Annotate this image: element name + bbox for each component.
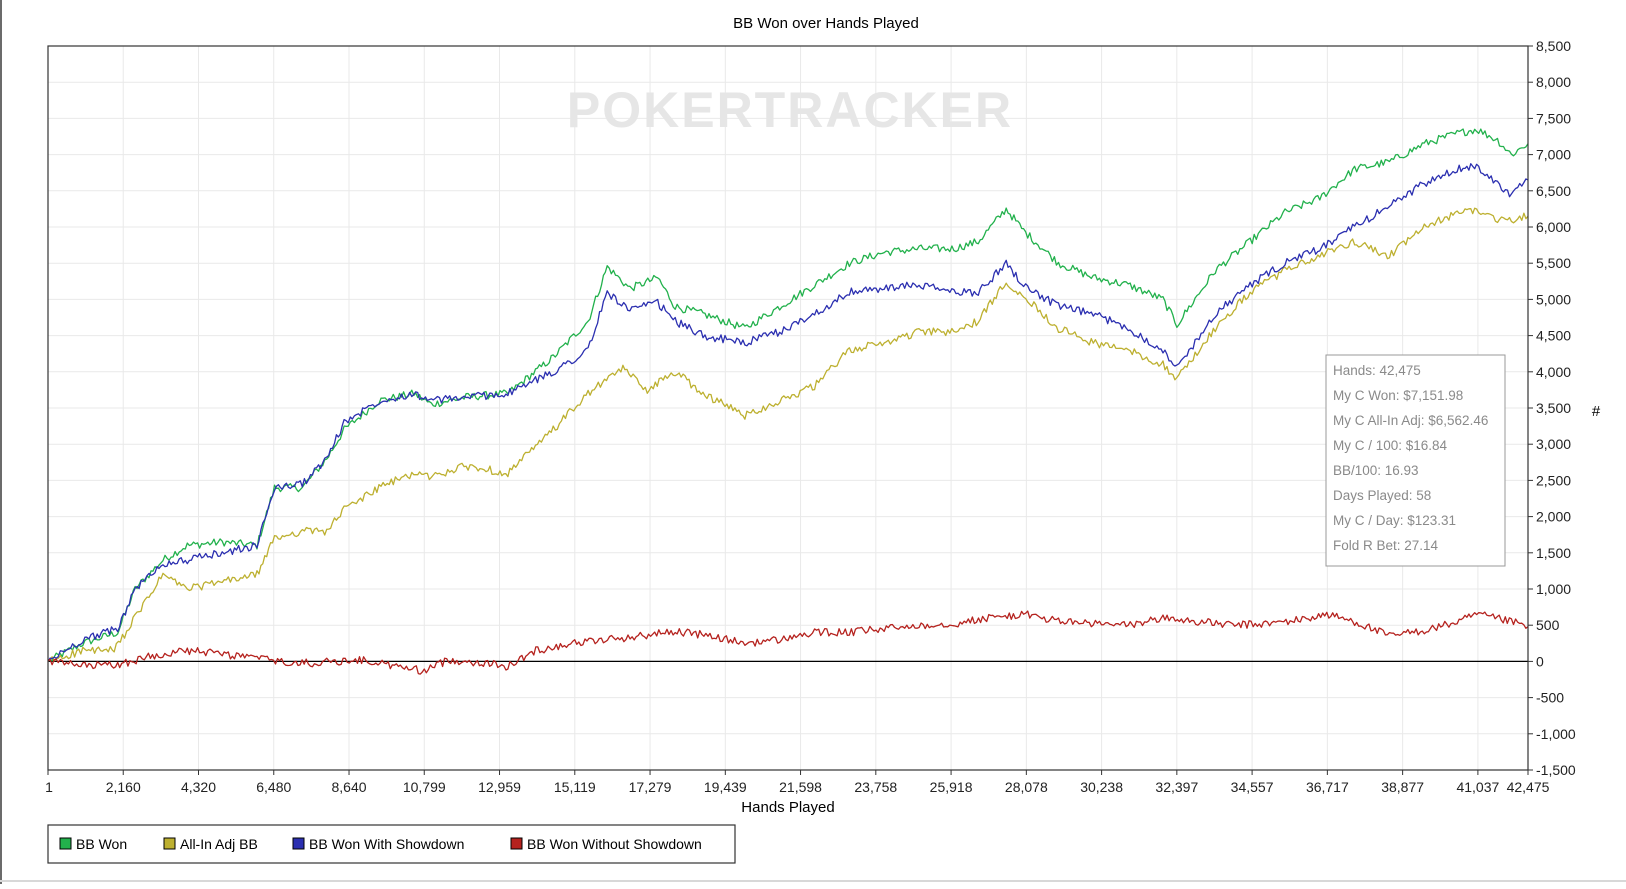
y-tick-label: 6,000 bbox=[1536, 219, 1571, 235]
y-tick-label: 0 bbox=[1536, 653, 1544, 669]
series-line-bb-won-with-showdown bbox=[47, 163, 1529, 662]
x-tick-label: 4,320 bbox=[181, 779, 216, 795]
legend-swatch bbox=[59, 837, 72, 850]
y-axis-label: # bbox=[1592, 403, 1601, 420]
y-tick-label: 3,000 bbox=[1536, 436, 1571, 452]
stats-tooltip: Hands: 42,475 My C Won: $7,151.98 My C A… bbox=[1325, 354, 1506, 567]
series-line-bb-won bbox=[47, 128, 1529, 662]
legend-swatch bbox=[510, 837, 523, 850]
y-tick-label: 8,500 bbox=[1536, 38, 1571, 54]
stat-all-in-adj: My C All-In Adj: $6,562.46 bbox=[1333, 413, 1488, 428]
legend-label: BB Won Without Showdown bbox=[527, 836, 702, 852]
x-tick-label: 41,037 bbox=[1456, 779, 1499, 795]
stat-per-day: My C / Day: $123.31 bbox=[1333, 513, 1456, 528]
series-lines bbox=[47, 128, 1529, 675]
x-tick-label: 36,717 bbox=[1306, 779, 1349, 795]
x-tick-label: 8,640 bbox=[332, 779, 367, 795]
x-tick-label: 30,238 bbox=[1080, 779, 1123, 795]
series-line-all-in-adj-bb bbox=[47, 207, 1529, 662]
stats-box-frame bbox=[1325, 354, 1506, 567]
x-axis-ticks: 1 2,160 4,320 6,480 8,640 10,799 12,959 15,119 1… bbox=[45, 770, 1550, 795]
pokertracker-watermark: POKERTRACKER bbox=[567, 82, 1013, 138]
x-tick-label: 19,439 bbox=[704, 779, 747, 795]
y-tick-label: 1,000 bbox=[1536, 581, 1571, 597]
stat-bb-100: BB/100: 16.93 bbox=[1333, 463, 1419, 478]
y-tick-label: 7,000 bbox=[1536, 147, 1571, 163]
x-tick-label: 15,119 bbox=[554, 779, 596, 795]
legend-swatch bbox=[163, 837, 176, 850]
series-line-bb-won-without-showdown bbox=[47, 610, 1529, 675]
stat-hands: Hands: 42,475 bbox=[1333, 363, 1421, 378]
x-axis-label: Hands Played bbox=[741, 799, 834, 816]
x-tick-label: 25,918 bbox=[930, 779, 973, 795]
y-tick-label: -500 bbox=[1536, 690, 1564, 706]
y-tick-label: -1,500 bbox=[1536, 762, 1576, 778]
y-axis-ticks: -1,500 -1,000 -500 0 500 1,000 1,500 2,000 2,500… bbox=[1528, 38, 1576, 778]
y-tick-label: 1,500 bbox=[1536, 545, 1571, 561]
chart-title: BB Won over Hands Played bbox=[733, 15, 919, 32]
legend-frame bbox=[47, 824, 736, 864]
chart-legend: BB Won All-In Adj BB BB Won With Showdown B… bbox=[47, 824, 736, 864]
stat-fold-r-bet: Fold R Bet: 27.14 bbox=[1333, 538, 1439, 553]
y-tick-label: 4,500 bbox=[1536, 328, 1571, 344]
y-tick-label: 6,500 bbox=[1536, 183, 1571, 199]
window-left-border bbox=[0, 0, 2, 884]
window-bottom-border bbox=[0, 880, 1626, 882]
legend-label: All-In Adj BB bbox=[180, 836, 258, 852]
y-tick-label: 2,000 bbox=[1536, 509, 1571, 525]
x-tick-label: 1 bbox=[45, 779, 53, 795]
x-tick-label: 17,279 bbox=[629, 779, 672, 795]
stat-per-100: My C / 100: $16.84 bbox=[1333, 438, 1448, 453]
x-tick-label: 28,078 bbox=[1005, 779, 1048, 795]
y-tick-label: 5,000 bbox=[1536, 291, 1571, 307]
legend-label: BB Won With Showdown bbox=[309, 836, 464, 852]
y-tick-label: 5,500 bbox=[1536, 255, 1571, 271]
x-tick-label: 12,959 bbox=[478, 779, 521, 795]
x-tick-label: 21,598 bbox=[779, 779, 822, 795]
y-tick-label: 8,000 bbox=[1536, 74, 1571, 90]
x-tick-label: 6,480 bbox=[256, 779, 291, 795]
x-tick-label: 23,758 bbox=[854, 779, 897, 795]
x-tick-label: 2,160 bbox=[106, 779, 141, 795]
y-tick-label: 4,000 bbox=[1536, 364, 1571, 380]
x-tick-label: 32,397 bbox=[1155, 779, 1198, 795]
legend-items: BB Won All-In Adj BB BB Won With Showdown B… bbox=[59, 836, 702, 852]
y-tick-label: 7,500 bbox=[1536, 110, 1571, 126]
y-tick-label: 3,500 bbox=[1536, 400, 1571, 416]
y-tick-label: 500 bbox=[1536, 617, 1560, 633]
legend-label: BB Won bbox=[76, 836, 127, 852]
x-tick-label: 10,799 bbox=[403, 779, 446, 795]
stat-days-played: Days Played: 58 bbox=[1333, 488, 1431, 503]
legend-swatch bbox=[292, 837, 305, 850]
y-tick-label: -1,000 bbox=[1536, 726, 1576, 742]
x-tick-label: 42,475 bbox=[1507, 779, 1550, 795]
x-tick-label: 34,557 bbox=[1231, 779, 1274, 795]
stat-won: My C Won: $7,151.98 bbox=[1333, 388, 1463, 403]
y-tick-label: 2,500 bbox=[1536, 472, 1571, 488]
x-tick-label: 38,877 bbox=[1381, 779, 1424, 795]
